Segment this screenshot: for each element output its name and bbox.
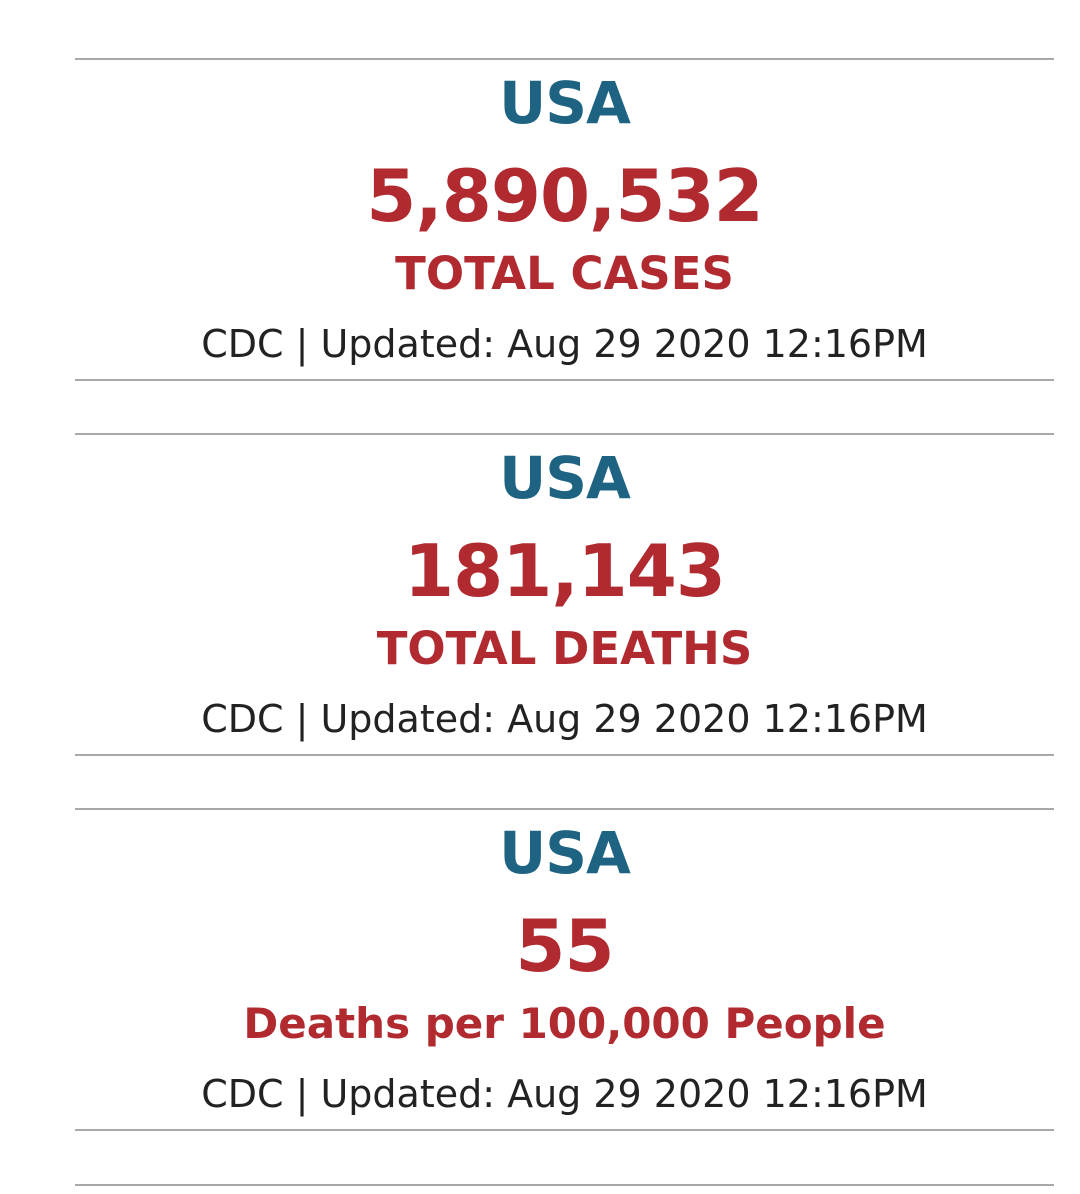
stat-card-deaths-per-100k: USA 55 Deaths per 100,000 People CDC | U…: [75, 750, 1054, 1130]
stat-card-total-deaths: USA 181,143 TOTAL DEATHS CDC | Updated: …: [75, 375, 1054, 755]
stat-card-total-cases: USA 5,890,532 TOTAL CASES CDC | Updated:…: [75, 0, 1054, 380]
divider: [75, 808, 1054, 810]
stat-value: 5,890,532: [366, 154, 763, 238]
divider: [75, 754, 1054, 756]
source-line: CDC | Updated: Aug 29 2020 12:16PM: [201, 1072, 928, 1116]
divider: [75, 58, 1054, 60]
region-label: USA: [499, 69, 631, 137]
divider: [75, 433, 1054, 435]
stat-label: Deaths per 100,000 People: [243, 999, 886, 1048]
region-label: USA: [499, 819, 631, 887]
region-label: USA: [499, 444, 631, 512]
source-line: CDC | Updated: Aug 29 2020 12:16PM: [201, 322, 928, 366]
source-line: CDC | Updated: Aug 29 2020 12:16PM: [201, 697, 928, 741]
stat-label: TOTAL DEATHS: [376, 622, 753, 675]
stat-label: TOTAL CASES: [395, 247, 734, 300]
stat-value: 55: [515, 904, 614, 988]
stat-value: 181,143: [404, 529, 726, 613]
divider: [75, 379, 1054, 381]
divider: [75, 1184, 1054, 1186]
divider: [75, 1129, 1054, 1131]
